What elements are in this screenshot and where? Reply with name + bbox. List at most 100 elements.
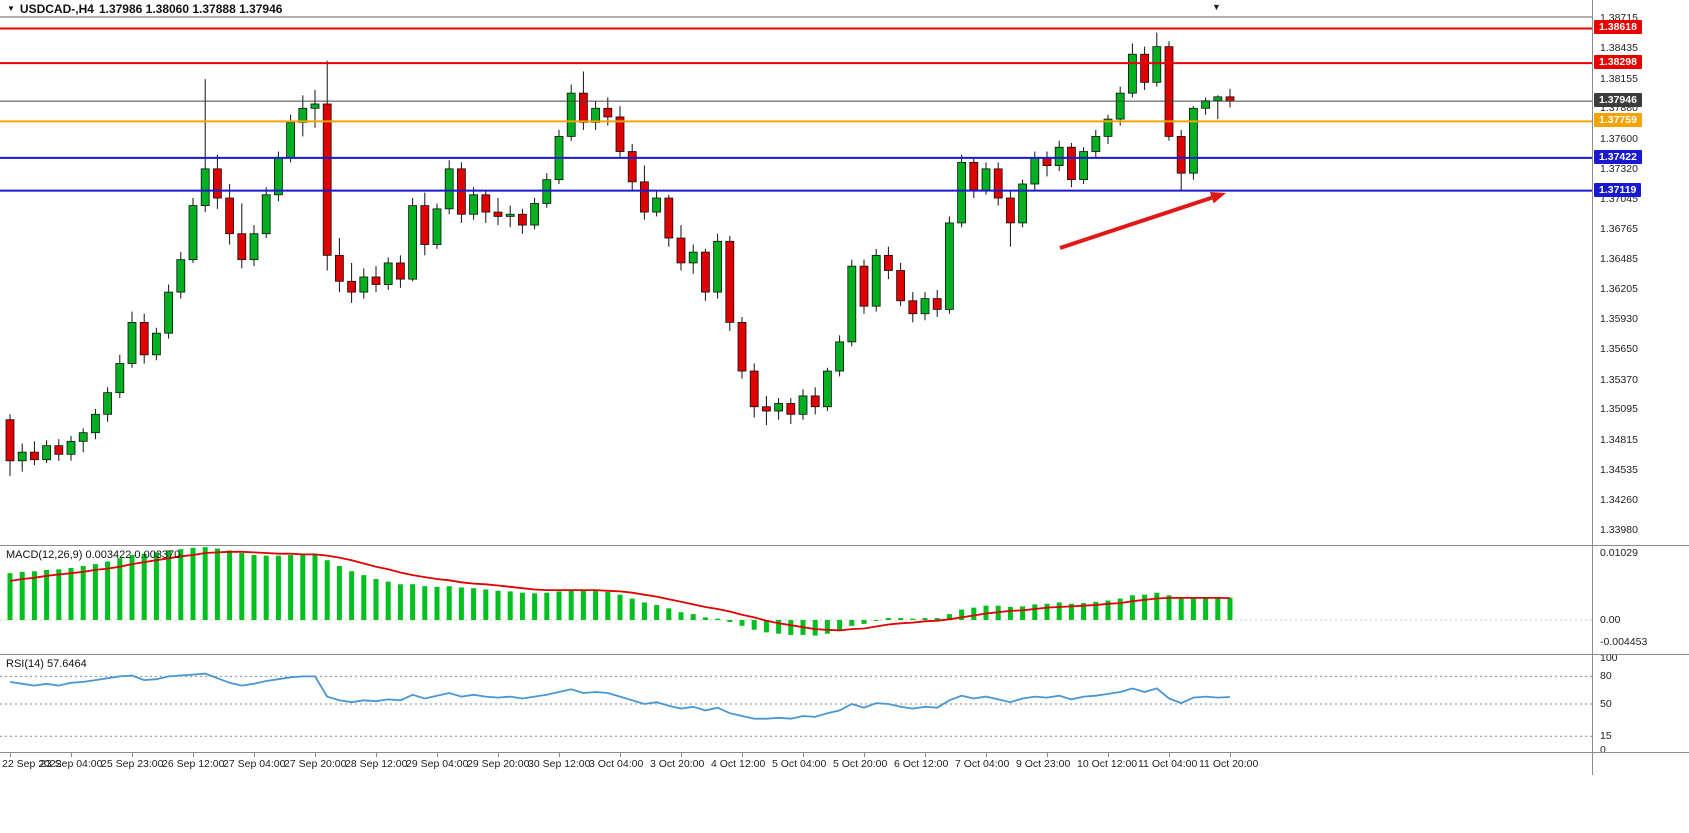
macd-bar: [483, 589, 489, 620]
macd-bar: [178, 549, 184, 620]
macd-bar: [532, 593, 538, 620]
candle-bear: [676, 237, 686, 264]
rsi-panel[interactable]: [0, 655, 1592, 752]
macd-bar: [7, 573, 13, 620]
time-tick: [315, 753, 316, 757]
candle-bull: [945, 222, 954, 310]
macd-bar: [641, 602, 647, 620]
price-badge-support-1: 1.37422: [1594, 149, 1642, 164]
macd-bar: [654, 605, 660, 620]
macd-bar: [385, 581, 391, 620]
candle-bear: [237, 233, 247, 261]
candle-bull: [981, 168, 991, 191]
time-tick: [1230, 753, 1231, 757]
macd-bar: [410, 584, 416, 620]
candle-bull: [798, 395, 808, 415]
macd-bar: [263, 555, 269, 620]
macd-bar: [1093, 601, 1099, 620]
macd-bar: [763, 620, 769, 633]
time-label: 30 Sep 12:00: [528, 758, 591, 770]
price-tick-label: 1.36205: [1600, 283, 1638, 296]
price-tick-label: 1.36765: [1600, 222, 1638, 235]
candle-bull: [652, 197, 661, 213]
panel-separator[interactable]: [0, 545, 1689, 546]
trend-arrow-shaft[interactable]: [1059, 195, 1213, 250]
symbol-dropdown-icon[interactable]: ▼: [7, 4, 15, 13]
macd-bar: [495, 590, 501, 620]
indicator-scale-label: 80: [1600, 670, 1612, 683]
time-axis[interactable]: 22 Sep 2022 23 Sep 04:00 25 Sep 23:00 26 Se…: [0, 753, 1592, 775]
time-tick: [71, 753, 72, 757]
macd-bar: [312, 555, 318, 620]
time-tick: [254, 753, 255, 757]
candle-bear: [1176, 136, 1186, 174]
price-tick-label: 1.35370: [1600, 373, 1638, 386]
macd-bar: [1178, 598, 1184, 620]
time-tick: [559, 753, 560, 757]
time-label: 11 Oct 04:00: [1138, 758, 1198, 770]
macd-panel[interactable]: [0, 546, 1592, 654]
trend-arrow-head[interactable]: [1209, 192, 1226, 204]
candle-bull: [249, 233, 259, 261]
macd-bar: [397, 584, 403, 620]
macd-bar: [507, 591, 513, 620]
candle-bull: [188, 205, 198, 261]
macd-bar: [1020, 606, 1026, 620]
panel-separator[interactable]: [0, 654, 1689, 655]
candle-bear: [1225, 96, 1235, 102]
macd-bar: [458, 587, 464, 620]
macd-bar: [1166, 595, 1172, 620]
time-tick: [1047, 753, 1048, 757]
candle-bull: [1189, 107, 1198, 174]
candle-bear: [347, 280, 357, 293]
time-label: 11 Oct 20:00: [1199, 758, 1259, 770]
candle-bull: [444, 168, 454, 210]
rsi-indicator-label: RSI(14) 57.6464: [6, 658, 87, 670]
time-label: 5 Oct 20:00: [833, 758, 888, 770]
macd-bar: [519, 592, 525, 620]
macd-bar: [227, 550, 233, 620]
candle-bear: [896, 270, 905, 302]
candles-layer: [5, 32, 1235, 476]
candle-bull: [835, 341, 844, 372]
time-tick: [620, 753, 621, 757]
candle-bull: [359, 276, 369, 293]
candle-bear: [1067, 146, 1076, 181]
candle-bear: [139, 321, 149, 356]
candle-bear: [859, 265, 869, 307]
candle-bull: [469, 194, 479, 215]
candle-bull: [200, 168, 210, 207]
macd-bar: [824, 620, 830, 634]
candle-bear: [1006, 197, 1015, 224]
candle-bear: [5, 419, 15, 462]
time-label: 3 Oct 20:00: [650, 758, 705, 770]
price-tick-label: 1.34535: [1600, 463, 1638, 476]
chart-title: ▼ USDCAD-,H4 1.37986 1.38060 1.37888 1.3…: [7, 2, 282, 16]
candle-bear: [1140, 53, 1149, 83]
price-badge-resistance-1: 1.38298: [1594, 55, 1642, 70]
time-label: 29 Sep 04:00: [406, 758, 469, 770]
candle-bear: [640, 181, 649, 213]
price-tick-label: 1.35930: [1600, 313, 1638, 326]
macd-bar: [202, 547, 208, 620]
macd-bar: [617, 594, 623, 620]
macd-bar: [1068, 603, 1074, 620]
macd-bar: [812, 620, 818, 636]
macd-bar: [666, 608, 672, 620]
candle-bull: [42, 445, 51, 461]
candle-bull: [1054, 146, 1064, 166]
indicator-scale-label: 15: [1600, 730, 1612, 743]
time-tick: [925, 753, 926, 757]
price-scale[interactable]: 1.38715 1.38435 1.38155 1.37880 1.37600 1.373…: [1593, 0, 1689, 775]
macd-bar: [1105, 600, 1111, 620]
macd-bar: [934, 618, 940, 620]
candle-bull: [566, 92, 576, 137]
time-label: 22 Sep 2022: [2, 758, 62, 770]
macd-bar: [1190, 598, 1196, 620]
main-price-chart[interactable]: [0, 0, 1592, 545]
time-tick: [864, 753, 865, 757]
macd-bar: [117, 558, 123, 620]
candle-bear: [579, 92, 588, 123]
price-tick-label: 1.34260: [1600, 493, 1638, 506]
macd-bar: [1056, 602, 1062, 620]
